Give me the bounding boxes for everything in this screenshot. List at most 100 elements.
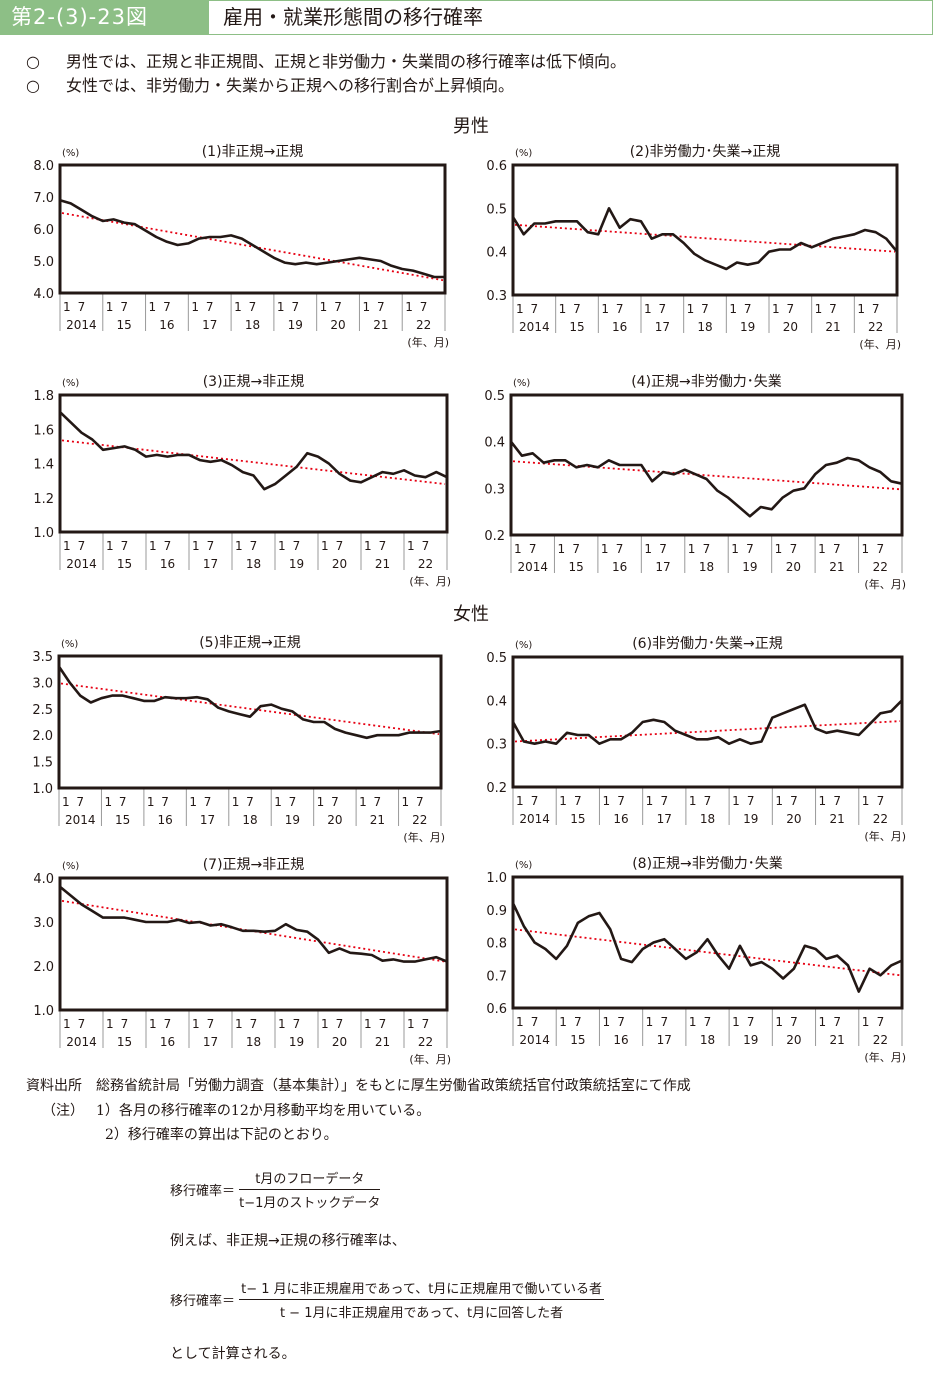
year-label: 15: [570, 812, 585, 826]
year-label: 2014: [519, 812, 550, 826]
y-unit-label: (%): [515, 640, 532, 651]
year-label: 19: [288, 318, 303, 332]
month-tick-label: 1: [321, 539, 329, 553]
year-label: 19: [289, 557, 304, 571]
y-tick-label: 1.0: [32, 782, 53, 797]
year-label: 18: [246, 1035, 261, 1049]
year-label: 16: [157, 813, 172, 827]
y-tick-label: 4.0: [33, 872, 54, 887]
month-tick-label: 1: [192, 1017, 200, 1031]
month-tick-label: 1: [149, 300, 157, 314]
trend-line: [514, 223, 896, 253]
y-unit-label: (%): [515, 148, 532, 159]
y-tick-label: 0.6: [486, 1002, 507, 1017]
month-tick-label: 1: [772, 302, 780, 316]
month-tick-label: 7: [334, 300, 342, 314]
year-label: 21: [830, 1033, 845, 1047]
year-label: 22: [416, 318, 431, 332]
year-label: 16: [613, 812, 628, 826]
chart-title: (5)非正規→正規: [199, 635, 301, 651]
month-tick-label: 1: [364, 539, 372, 553]
formula-2-fraction: t− 1 月に非正規雇用であって、t月に正規雇用で働いている者 t − 1月に非…: [239, 1278, 604, 1321]
year-label: 21: [375, 557, 390, 571]
month-tick-label: 1: [516, 302, 524, 316]
year-label: 16: [160, 557, 175, 571]
month-tick-label: 1: [402, 795, 410, 809]
month-tick-label: 7: [336, 1017, 344, 1031]
year-label: 18: [242, 813, 257, 827]
month-tick-label: 1: [815, 302, 823, 316]
month-tick-label: 7: [704, 1015, 712, 1029]
month-tick-label: 1: [687, 302, 695, 316]
month-tick-label: 7: [291, 300, 299, 314]
y-tick-label: 3.0: [33, 916, 54, 931]
month-tick-label: 1: [516, 1015, 524, 1029]
month-tick-label: 7: [121, 1017, 129, 1031]
y-tick-label: 3.0: [32, 676, 53, 691]
x-unit-label: (年、月): [409, 574, 451, 588]
month-tick-label: 1: [559, 794, 567, 808]
month-tick-label: 7: [747, 1015, 755, 1029]
year-label: 2014: [519, 1033, 550, 1047]
year-label: 17: [202, 318, 217, 332]
year-label: 19: [740, 320, 755, 334]
month-tick-label: 7: [331, 795, 339, 809]
month-tick-label: 1: [732, 1015, 740, 1029]
year-label: 15: [115, 813, 130, 827]
chart-title: (4)正規→非労働力･失業: [631, 374, 782, 390]
month-tick-label: 1: [559, 302, 567, 316]
series-line: [59, 885, 448, 963]
section-title-female: 女性: [453, 604, 489, 625]
year-label: 22: [873, 812, 888, 826]
month-tick-label: 7: [379, 539, 387, 553]
month-tick-label: 1: [732, 794, 740, 808]
month-tick-label: 7: [790, 542, 798, 556]
year-label: 2014: [65, 813, 96, 827]
month-tick-label: 7: [659, 302, 667, 316]
month-tick-label: 7: [207, 539, 215, 553]
month-tick-label: 7: [422, 539, 430, 553]
y-tick-label: 7.0: [33, 191, 54, 206]
year-label: 21: [825, 320, 840, 334]
month-tick-label: 1: [106, 300, 114, 314]
figure-header: 第2-(3)-23図 雇用・就業形態間の移行確率: [0, 0, 933, 35]
month-tick-label: 7: [746, 542, 754, 556]
month-tick-label: 1: [149, 1017, 157, 1031]
year-label: 2014: [517, 560, 548, 574]
year-label: 16: [612, 320, 627, 334]
section-title-male: 男性: [453, 116, 489, 137]
month-tick-label: 7: [704, 794, 712, 808]
trend-line: [61, 212, 444, 282]
closing-text: として計算される。: [170, 1346, 296, 1362]
y-tick-label: 0.4: [484, 436, 505, 451]
month-tick-label: 7: [529, 542, 537, 556]
x-unit-label: (年、月): [859, 337, 901, 351]
month-tick-label: 7: [293, 539, 301, 553]
month-tick-label: 1: [359, 795, 367, 809]
month-tick-label: 1: [62, 795, 70, 809]
y-tick-label: 2.0: [33, 960, 54, 975]
month-tick-label: 1: [819, 1015, 827, 1029]
series-line: [511, 902, 903, 993]
plot-frame: [58, 163, 447, 295]
year-label: 20: [786, 560, 801, 574]
year-label: 2014: [66, 318, 97, 332]
month-tick-label: 1: [192, 539, 200, 553]
month-tick-label: 7: [790, 794, 798, 808]
y-tick-label: 1.6: [33, 423, 54, 438]
y-tick-label: 0.3: [484, 482, 505, 497]
month-tick-label: 1: [320, 300, 328, 314]
year-label: 22: [873, 1033, 888, 1047]
summary-bullet-2: ○ 女性では、非労働力・失業から正規への移行割合が上昇傾向。: [26, 72, 514, 96]
figure-title: 雇用・就業形態間の移行確率: [223, 5, 483, 29]
year-label: 21: [370, 813, 385, 827]
y-tick-label: 0.3: [486, 738, 507, 753]
month-tick-label: 1: [862, 1015, 870, 1029]
year-label: 21: [829, 560, 844, 574]
year-label: 16: [160, 1035, 175, 1049]
y-tick-label: 1.8: [33, 389, 54, 404]
month-tick-label: 1: [364, 1017, 372, 1031]
source-label: 資料出所: [26, 1078, 82, 1094]
year-label: 18: [699, 560, 714, 574]
